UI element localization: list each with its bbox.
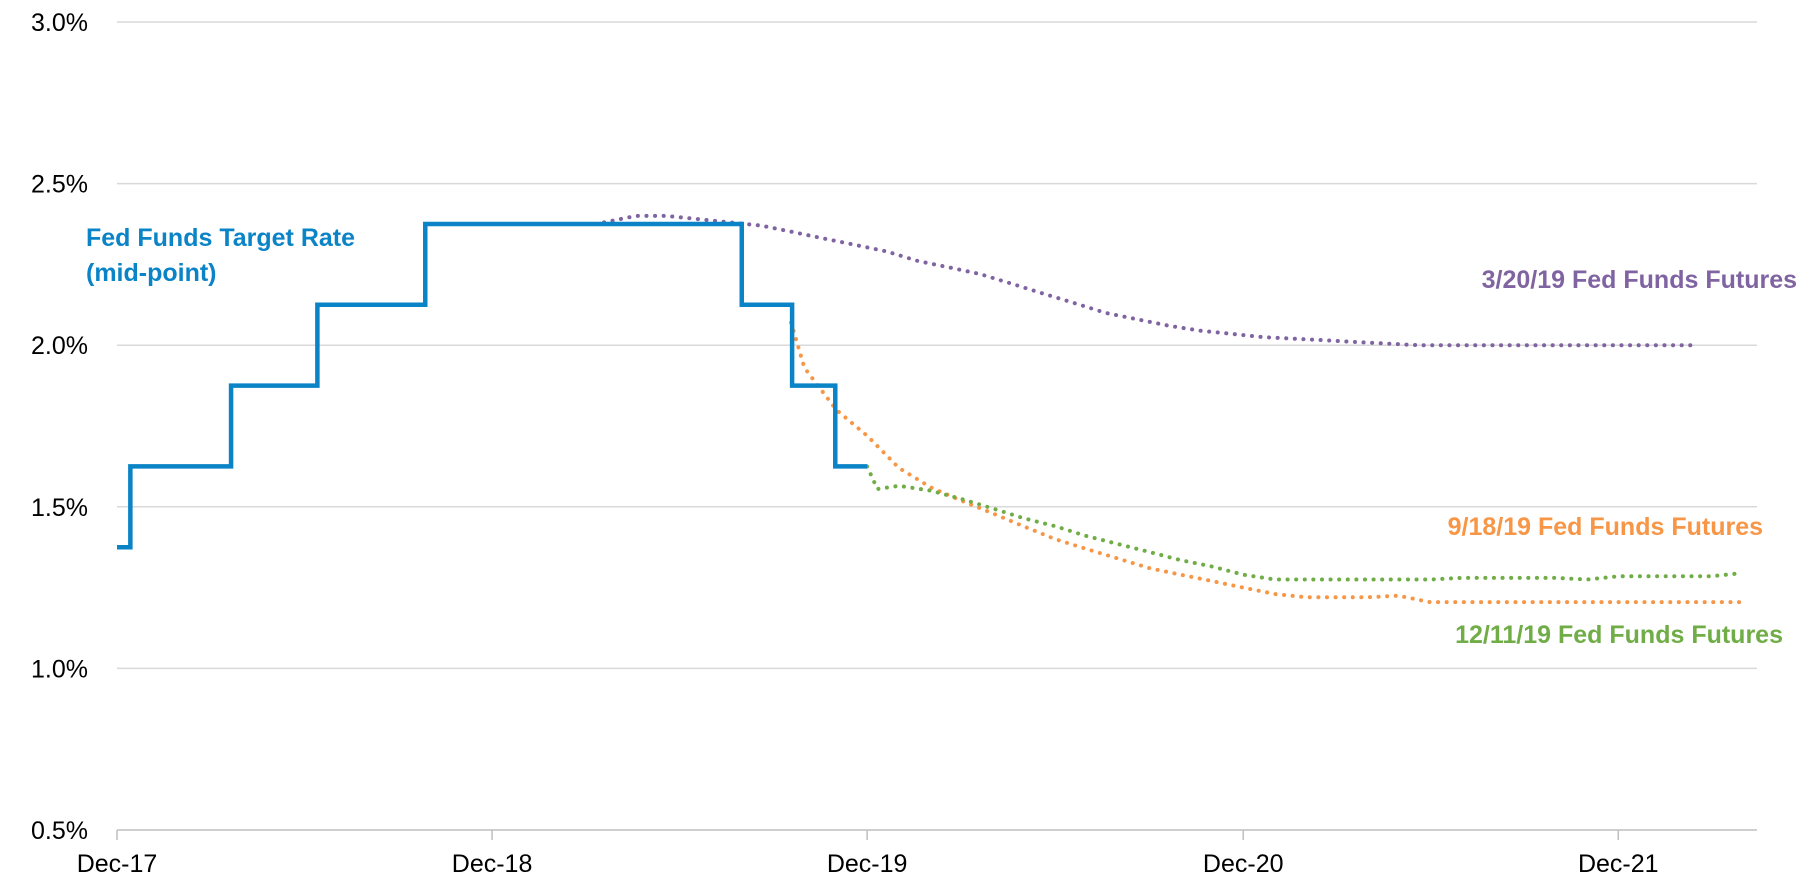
series-label: 9/18/19 Fed Funds Futures [1448, 513, 1763, 541]
x-axis-ticks: Dec-17 Dec-18 Dec-19 Dec-20 Dec-21 [77, 830, 1659, 878]
x-tick-label: Dec-20 [1203, 850, 1284, 878]
y-tick-label: 2.0% [31, 332, 88, 360]
series-lines [117, 213, 1745, 605]
y-tick-label: 3.0% [31, 9, 88, 37]
x-tick-label: Dec-18 [452, 850, 533, 878]
x-tick-label: Dec-19 [827, 850, 908, 878]
y-tick-label: 1.5% [31, 494, 88, 522]
x-tick-label: Dec-17 [77, 850, 158, 878]
series-label: 12/11/19 Fed Funds Futures [1455, 621, 1783, 649]
series-line-futures [602, 213, 1699, 348]
series-line-target-rate [117, 221, 868, 550]
y-axis-ticks: 0.5% 1.0% 1.5% 2.0% 2.5% 3.0% [31, 9, 88, 845]
series-line-futures [789, 320, 1745, 605]
y-tick-label: 1.0% [31, 655, 88, 683]
x-tick-label: Dec-21 [1578, 850, 1659, 878]
series-label: (mid-point) [86, 259, 217, 287]
series-label: 3/20/19 Fed Funds Futures [1482, 266, 1797, 294]
y-tick-label: 0.5% [31, 817, 88, 845]
series-line-futures [865, 464, 1745, 582]
series-label: Fed Funds Target Rate [86, 224, 355, 252]
y-tick-label: 2.5% [31, 171, 88, 199]
series-labels: Fed Funds Target Rate (mid-point) 3/20/19 … [86, 224, 1797, 649]
gridlines [117, 21, 1757, 670]
